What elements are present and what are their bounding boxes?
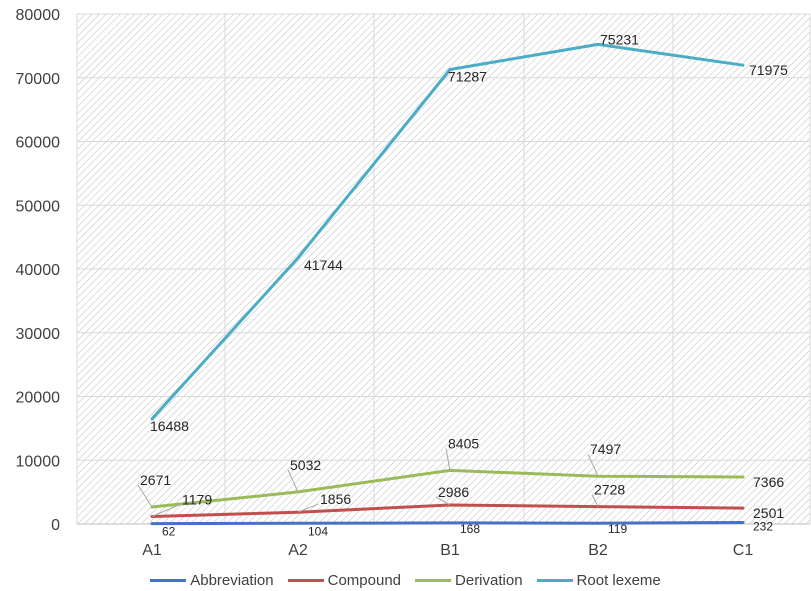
y-tick-label: 20000	[16, 390, 61, 407]
data-label: 62	[162, 525, 176, 539]
data-label: 119	[608, 522, 627, 536]
axes: 0 10000 20000 30000 40000 50000 60000 70000 8000…	[16, 7, 810, 559]
y-tick-label: 30000	[16, 326, 61, 343]
legend-swatch	[287, 578, 324, 582]
legend-label: Abbreviation	[190, 571, 274, 589]
data-label: 232	[753, 520, 773, 534]
legend-item: Root lexeme	[536, 571, 661, 589]
y-tick-label: 80000	[16, 7, 61, 24]
y-tick-label: 10000	[16, 453, 61, 470]
y-tick-label: 50000	[16, 198, 61, 215]
data-label: 1856	[320, 491, 351, 507]
y-tick-label: 60000	[16, 135, 61, 152]
chart-legend: Abbreviation Compound Derivation Root lexem…	[0, 570, 811, 590]
data-label: 168	[460, 522, 480, 536]
leader-line	[435, 496, 451, 506]
legend-item: Abbreviation	[150, 571, 274, 589]
data-label: 71975	[749, 62, 788, 78]
legend-swatch	[415, 578, 452, 582]
y-tick-label: 70000	[16, 71, 61, 88]
leader-lines	[137, 448, 599, 517]
leader-line	[587, 453, 599, 477]
data-label: 16488	[150, 418, 189, 434]
y-tick-label: 40000	[16, 262, 61, 279]
data-label: 5032	[290, 457, 321, 473]
leader-line	[445, 448, 451, 471]
data-label: 2986	[438, 484, 469, 500]
data-labels: 62 104 168 119 232 1179 1856 2986 2728 2501 2671 50…	[140, 31, 788, 538]
legend-item: Compound	[287, 571, 402, 589]
legend-label: Root lexeme	[576, 571, 661, 589]
data-label: 75231	[600, 31, 639, 47]
series-line-abbreviation	[150, 521, 745, 526]
legend-label: Compound	[327, 571, 402, 589]
legend-item: Derivation	[415, 572, 523, 589]
data-label: 2501	[753, 505, 784, 521]
leader-line	[591, 494, 599, 507]
leader-line	[287, 469, 299, 493]
y-tick-label: 0	[51, 517, 60, 534]
data-label: 2671	[140, 472, 171, 488]
legend-swatch	[536, 578, 573, 582]
data-label: 104	[308, 524, 328, 538]
legend-swatch	[150, 578, 187, 582]
legend-label: Derivation	[455, 571, 523, 589]
data-label: 71287	[448, 69, 487, 85]
x-tick-label: B1	[440, 542, 460, 559]
leader-line	[151, 504, 181, 517]
x-tick-label: C1	[733, 542, 754, 559]
leader-line	[137, 484, 153, 508]
data-label: 7366	[753, 474, 784, 490]
data-label: 2728	[594, 482, 625, 498]
data-label: 7497	[590, 441, 621, 457]
gridlines	[76, 13, 811, 524]
x-tick-label: A2	[288, 542, 308, 559]
data-label: 8405	[448, 435, 479, 451]
x-tick-label: A1	[142, 542, 162, 559]
x-tick-label: B2	[588, 542, 608, 559]
data-label: 41744	[304, 257, 343, 273]
data-label: 1179	[182, 491, 212, 507]
leader-line	[297, 503, 319, 513]
